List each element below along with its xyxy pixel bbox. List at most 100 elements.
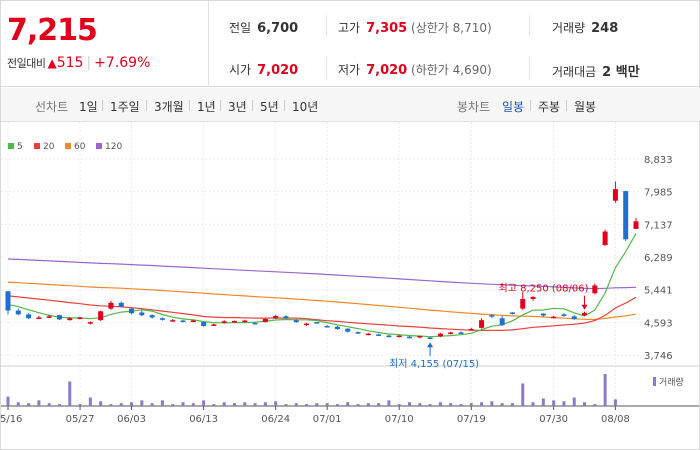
period-tab-1w[interactable]: 1주일 — [110, 100, 140, 114]
tab-separator — [220, 100, 221, 111]
high-stat: 고가 7,305 (상한가 8,710) — [338, 19, 492, 36]
period-tab-1y[interactable]: 1년 — [197, 100, 216, 114]
tab-separator — [146, 100, 147, 111]
candle-body — [231, 320, 237, 323]
candle-body — [376, 334, 382, 336]
volume-bar — [109, 404, 113, 406]
period-tab-3m[interactable]: 3개월 — [154, 100, 184, 114]
candle-body — [551, 316, 557, 319]
volume-bar — [593, 404, 597, 406]
up-arrow-icon: ▲ — [47, 56, 57, 70]
volume-bar — [418, 403, 422, 406]
high-label: 고가 — [338, 21, 361, 35]
volume-bar — [68, 381, 72, 406]
volume-bar — [510, 403, 514, 406]
y-tick-label: 5,441 — [644, 286, 673, 297]
period-tab-5y[interactable]: 5년 — [260, 100, 279, 114]
x-tick-label: 07/01 — [313, 414, 342, 425]
candle-body — [489, 315, 495, 317]
volume-bar — [88, 397, 92, 406]
legend-label: 60 — [74, 142, 86, 152]
line-chart-label: 선차트 — [35, 100, 69, 114]
candle-body — [211, 324, 217, 326]
change-label: 전일대비 — [7, 57, 46, 70]
period-tab-1d[interactable]: 1일 — [79, 100, 98, 114]
candle-body — [180, 320, 186, 323]
tab-separator — [102, 100, 103, 111]
x-tick-label: 06/13 — [189, 414, 218, 425]
volume-bar — [521, 383, 525, 406]
low-annotation: 최저 4,155 (07/15) — [389, 358, 479, 370]
candle-body — [56, 315, 62, 320]
candle-body — [46, 316, 52, 318]
volume-bar — [171, 404, 175, 406]
candle-body — [468, 329, 474, 331]
candle-body — [98, 311, 104, 321]
open-value: 7,020 — [257, 63, 299, 78]
candle-tab-weekly[interactable]: 주봉 — [538, 100, 561, 114]
volume-bar — [562, 401, 566, 406]
volume-bar — [37, 400, 41, 406]
candle-body — [15, 310, 21, 315]
volume-value: 248 — [591, 21, 619, 36]
volume-bar — [356, 404, 360, 406]
volume-bar — [459, 404, 463, 406]
candle-body — [509, 312, 515, 314]
candle-body — [345, 328, 351, 332]
volume-bar — [572, 397, 576, 406]
candle-body — [304, 323, 310, 326]
upper-limit: (상한가 8,710) — [411, 21, 492, 35]
candle-tab-monthly[interactable]: 월봉 — [574, 100, 597, 114]
volume-bar — [160, 400, 164, 406]
legend-swatch — [96, 143, 102, 149]
candle-body — [479, 320, 485, 328]
x-tick-label: 07/19 — [457, 414, 486, 425]
tab-separator — [566, 100, 567, 111]
tab-separator — [530, 100, 531, 111]
candle-body — [612, 189, 618, 201]
volume-bar — [78, 404, 82, 406]
volume-bar — [57, 404, 61, 406]
volume-bar — [428, 404, 432, 406]
x-tick-label: 07/10 — [385, 414, 414, 425]
change-line: 전일대비 ▲515 | +7.69% — [7, 55, 150, 71]
volume-bar — [47, 403, 51, 406]
volume-bar — [150, 403, 154, 406]
candle-body — [386, 335, 392, 338]
volume-label: 거래량 — [552, 21, 586, 35]
high-annotation: 최고 8,250 (08/06) — [499, 283, 589, 295]
period-tab-10y[interactable]: 10년 — [292, 100, 319, 114]
volume-bar — [366, 403, 370, 406]
volume-bar — [263, 402, 267, 406]
trade-value-label: 거래대금 — [552, 65, 597, 79]
volume-bar — [335, 404, 339, 406]
volume-bar — [552, 400, 556, 406]
candle-body — [334, 326, 340, 330]
candle-body — [170, 320, 176, 322]
tab-separator — [252, 100, 253, 111]
volume-bar — [284, 404, 288, 406]
legend-label: 120 — [105, 142, 122, 152]
volume-bar — [449, 403, 453, 406]
candle-body — [324, 325, 330, 328]
volume-bar — [202, 400, 206, 406]
candle-body — [407, 336, 413, 339]
volume-bar — [274, 401, 278, 406]
low-arrow-icon — [427, 342, 434, 348]
volume-bar — [469, 403, 473, 406]
y-tick-label: 6,289 — [644, 253, 673, 264]
candle-tab-daily[interactable]: 일봉 — [502, 100, 525, 114]
prev-close-value: 6,700 — [257, 21, 299, 36]
candle-body — [190, 320, 196, 323]
candle-body — [530, 297, 536, 299]
period-tab-3y[interactable]: 3년 — [228, 100, 247, 114]
legend-label: 20 — [43, 142, 55, 152]
x-tick-label: 07/30 — [539, 414, 568, 425]
candle-body — [252, 322, 258, 325]
volume-legend-label: 거래량 — [659, 376, 684, 388]
price-summary: 7,215 전일대비 ▲515 | +7.69% 전일 6,700 고가 7,305 (상… — [1, 1, 700, 87]
candle-body — [26, 314, 32, 319]
low-value: 7,020 — [366, 63, 408, 78]
candle-body — [582, 312, 588, 316]
candle-body — [417, 335, 423, 338]
